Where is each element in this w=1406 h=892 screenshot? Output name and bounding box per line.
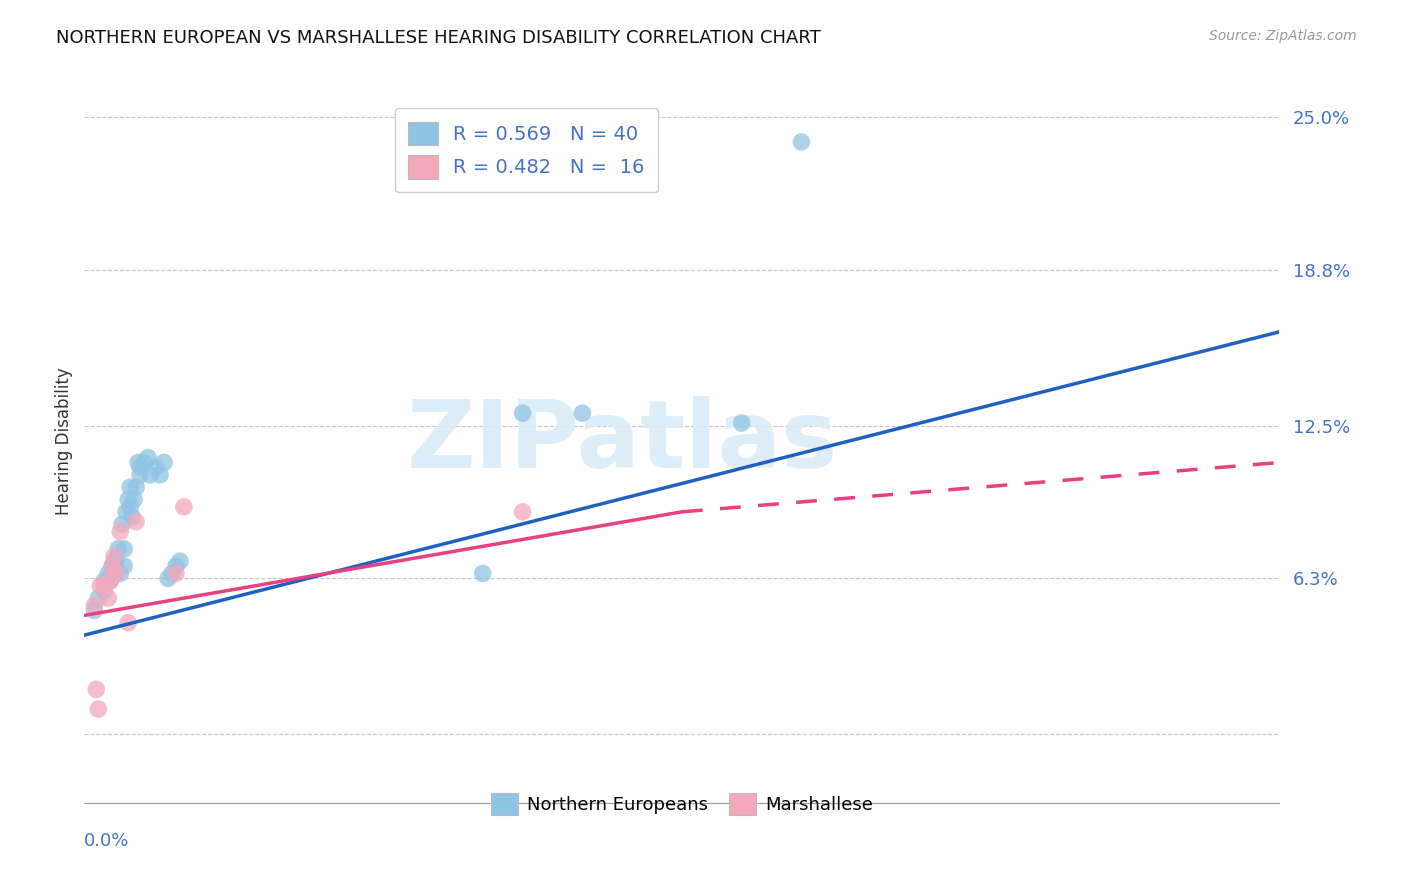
Point (98, 574, 121, 588)
Point (145, 460, 167, 475)
Point (512, 406, 534, 420)
Point (110, 524, 132, 539)
Point (83, 599, 105, 613)
Point (105, 554, 128, 568)
Point (115, 505, 138, 519)
Point (127, 455, 149, 469)
Point (112, 541, 135, 556)
Point (157, 571, 180, 585)
Point (121, 509, 143, 524)
Text: NORTHERN EUROPEAN VS MARSHALLESE HEARING DISABILITY CORRELATION CHART: NORTHERN EUROPEAN VS MARSHALLESE HEARING… (56, 29, 821, 46)
Point (83, 603, 105, 617)
Point (571, 406, 593, 420)
Text: Source: ZipAtlas.com: Source: ZipAtlas.com (1209, 29, 1357, 43)
Text: 0.0%: 0.0% (84, 831, 129, 850)
Point (105, 566, 128, 581)
Point (110, 566, 132, 581)
Point (169, 554, 191, 568)
Y-axis label: Hearing Disability: Hearing Disability (55, 368, 73, 516)
Point (165, 566, 187, 581)
Point (153, 455, 176, 469)
Point (101, 559, 124, 574)
Point (471, 566, 494, 581)
Point (125, 480, 148, 494)
Point (117, 615, 139, 630)
Point (117, 492, 139, 507)
Point (86, 682, 108, 697)
Point (165, 559, 187, 574)
Point (103, 566, 125, 581)
Point (129, 467, 152, 482)
Point (87, 702, 110, 716)
Point (103, 549, 125, 564)
Point (132, 455, 156, 469)
Point (97, 566, 120, 581)
Point (111, 517, 134, 532)
Point (136, 450, 159, 465)
Point (790, 135, 813, 149)
Point (93, 583, 115, 598)
Point (112, 559, 135, 574)
Point (125, 515, 148, 529)
Point (122, 492, 145, 507)
Legend: Northern Europeans, Marshallese: Northern Europeans, Marshallese (484, 786, 880, 822)
Point (103, 554, 125, 568)
Point (107, 541, 129, 556)
Point (149, 467, 172, 482)
Point (129, 460, 152, 475)
Point (139, 467, 162, 482)
Point (512, 505, 534, 519)
Point (731, 416, 754, 430)
Point (101, 559, 124, 574)
Point (93, 574, 115, 588)
Text: ZIPatlas: ZIPatlas (406, 395, 838, 488)
Point (160, 566, 183, 581)
Point (87, 591, 110, 606)
Point (120, 480, 142, 494)
Point (93, 579, 115, 593)
Point (89, 579, 111, 593)
Point (173, 500, 195, 514)
Point (120, 500, 142, 514)
Point (98, 574, 121, 588)
Point (97, 591, 120, 606)
